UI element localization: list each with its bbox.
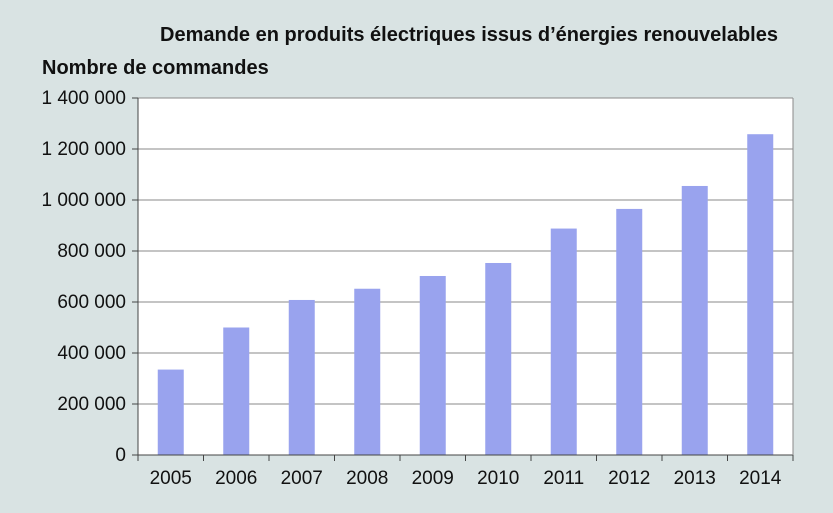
x-tick-label: 2006 (215, 468, 257, 489)
x-tick-label: 2009 (412, 468, 454, 489)
y-tick-label: 1 200 000 (41, 139, 126, 160)
x-tick-label: 2011 (543, 468, 584, 489)
bar (485, 262, 512, 455)
chart-title: Demande en produits électriques issus d’… (160, 24, 778, 46)
x-tick-label: 2007 (281, 468, 323, 489)
bar (616, 208, 643, 455)
x-tick-label: 2014 (739, 468, 782, 489)
bar (354, 288, 381, 455)
bar (419, 275, 446, 455)
y-tick-label: 800 000 (57, 241, 126, 262)
y-tick-label: 600 000 (57, 292, 126, 313)
y-tick-label: 200 000 (57, 394, 126, 415)
bar (550, 228, 577, 455)
x-tick-label: 2010 (477, 468, 519, 489)
x-tick-label: 2008 (346, 468, 388, 489)
y-tick-label: 400 000 (57, 343, 126, 364)
y-axis-label: Nombre de commandes (42, 57, 269, 79)
x-tick-label: 2005 (150, 468, 192, 489)
bar (288, 299, 315, 455)
bar (157, 369, 184, 455)
y-tick-label: 1 000 000 (41, 190, 126, 211)
bar (223, 327, 250, 455)
y-tick-label: 1 400 000 (41, 88, 126, 109)
bar (747, 134, 774, 455)
x-tick-label: 2012 (608, 468, 650, 489)
bar (681, 185, 708, 455)
x-tick-label: 2013 (674, 468, 716, 489)
y-tick-label: 0 (115, 445, 126, 466)
